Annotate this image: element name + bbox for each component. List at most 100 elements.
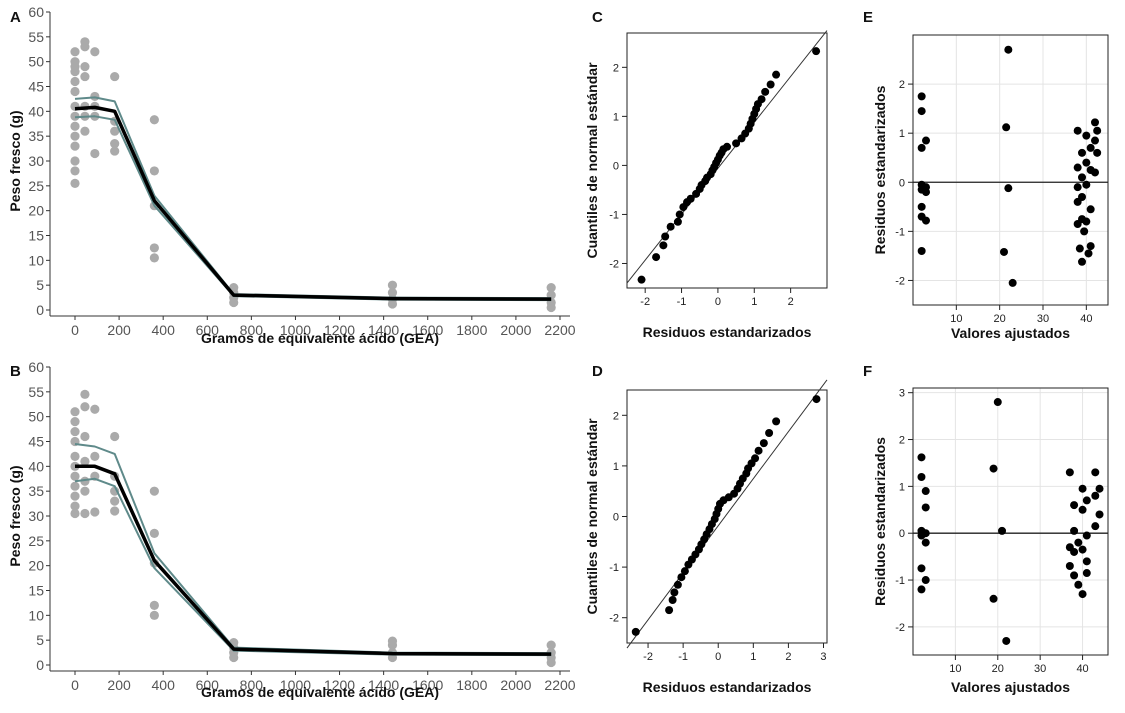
residual-point — [661, 232, 670, 241]
residual-point — [1082, 180, 1091, 189]
x-tick-label: 1200 — [324, 322, 355, 338]
raw-data-point — [70, 471, 80, 481]
raw-data-point — [80, 456, 90, 466]
y-tick-label: 55 — [28, 29, 44, 45]
x-tick-label: 1 — [750, 651, 756, 663]
raw-data-point — [149, 610, 159, 620]
y-tick-label: 50 — [28, 54, 44, 70]
residual-point — [1086, 242, 1095, 251]
raw-data-point — [149, 253, 159, 263]
residual-point — [1093, 148, 1102, 157]
raw-data-point — [110, 496, 120, 506]
raw-data-point — [70, 501, 80, 511]
residual-point — [751, 454, 760, 463]
raw-data-point — [70, 156, 80, 166]
panel-letter: F — [863, 363, 872, 380]
residual-point — [1084, 249, 1093, 258]
residual-point — [917, 564, 926, 573]
ci-upper-line — [74, 96, 552, 300]
residual-point — [917, 247, 926, 255]
raw-data-point — [70, 76, 80, 87]
residual-point — [673, 580, 682, 589]
residual-point — [1000, 247, 1008, 256]
y-tick-label: 20 — [28, 558, 44, 574]
y-tick-label: 45 — [28, 79, 44, 95]
residual-point — [1082, 557, 1091, 566]
qq-reference-line — [626, 30, 828, 284]
y-tick-label: 3 — [899, 388, 905, 400]
x-tick-label: 40 — [1076, 663, 1088, 675]
raw-data-point — [110, 139, 120, 149]
x-tick-label: 200 — [107, 322, 131, 338]
residual-point — [1078, 590, 1087, 599]
raw-data-point — [90, 47, 100, 57]
x-tick-label: -1 — [678, 651, 688, 663]
y-tick-label: -2 — [609, 613, 619, 625]
residual-point — [1078, 257, 1086, 266]
raw-data-point — [80, 508, 90, 519]
y-tick-label: 0 — [899, 528, 905, 540]
raw-data-point — [70, 131, 80, 141]
raw-data-point — [80, 126, 90, 136]
residual-point — [659, 241, 668, 250]
raw-data-point — [80, 486, 90, 496]
residual-point — [1073, 163, 1082, 172]
y-tick-label: 20 — [28, 203, 44, 219]
x-tick-label: 400 — [152, 322, 176, 338]
raw-data-point — [546, 640, 556, 650]
y-tick-label: 0 — [36, 657, 44, 673]
raw-data-point — [70, 86, 80, 97]
y-tick-label: 1 — [613, 461, 619, 473]
x-tick-label: 0 — [71, 677, 79, 693]
y-tick-label: 15 — [28, 583, 44, 599]
panel-d-qq-plot: D -2 -1 0 1 2 3 -2 -1 0 1 2 Residuos estandarizados C… — [584, 363, 828, 695]
plot-frame — [912, 34, 1109, 306]
residual-point — [993, 398, 1002, 407]
residual-point — [772, 70, 781, 79]
x-tick-label: 0 — [71, 322, 79, 338]
residual-point — [1078, 148, 1086, 157]
y-tick-label: -1 — [895, 226, 905, 238]
x-tick-label: 0 — [715, 651, 721, 663]
residual-point — [670, 588, 679, 597]
residual-point — [1086, 205, 1095, 214]
residual-point — [812, 395, 821, 404]
residual-point — [1086, 143, 1095, 152]
raw-data-point — [387, 280, 398, 290]
y-tick-label: 55 — [28, 384, 44, 400]
y-tick-label: 5 — [36, 277, 44, 293]
raw-data-point — [149, 243, 159, 253]
raw-data-point — [90, 404, 100, 414]
residual-point — [631, 627, 640, 636]
x-tick-label: 600 — [196, 322, 220, 338]
x-tick-label: 1 — [751, 296, 757, 308]
residual-point — [637, 275, 646, 284]
raw-data-point — [70, 508, 80, 519]
raw-data-point — [90, 507, 100, 517]
x-tick-label: 800 — [240, 677, 264, 693]
x-tick-label: 1200 — [324, 677, 355, 693]
residual-point — [1073, 126, 1082, 135]
y-tick-label: 25 — [28, 178, 44, 194]
ci-upper-line — [74, 443, 552, 655]
residual-point — [675, 210, 684, 219]
y-axis-title: Cuantiles de normal estándar — [584, 418, 600, 615]
residual-point — [686, 194, 695, 203]
y-tick-label: 40 — [28, 458, 44, 474]
residual-point — [1095, 484, 1104, 493]
raw-data-point — [70, 426, 80, 437]
raw-data-point — [70, 491, 80, 501]
residual-point — [1074, 538, 1083, 547]
raw-data-point — [110, 146, 120, 156]
x-tick-label: 20 — [994, 313, 1006, 325]
residual-point — [989, 464, 998, 473]
residual-point — [917, 453, 926, 462]
y-tick-label: 50 — [28, 409, 44, 425]
x-tick-label: 1000 — [280, 677, 311, 693]
residual-point — [989, 594, 998, 603]
residual-point — [1075, 244, 1084, 253]
ci-lower-line — [74, 477, 552, 657]
fitted-curve — [75, 464, 552, 656]
